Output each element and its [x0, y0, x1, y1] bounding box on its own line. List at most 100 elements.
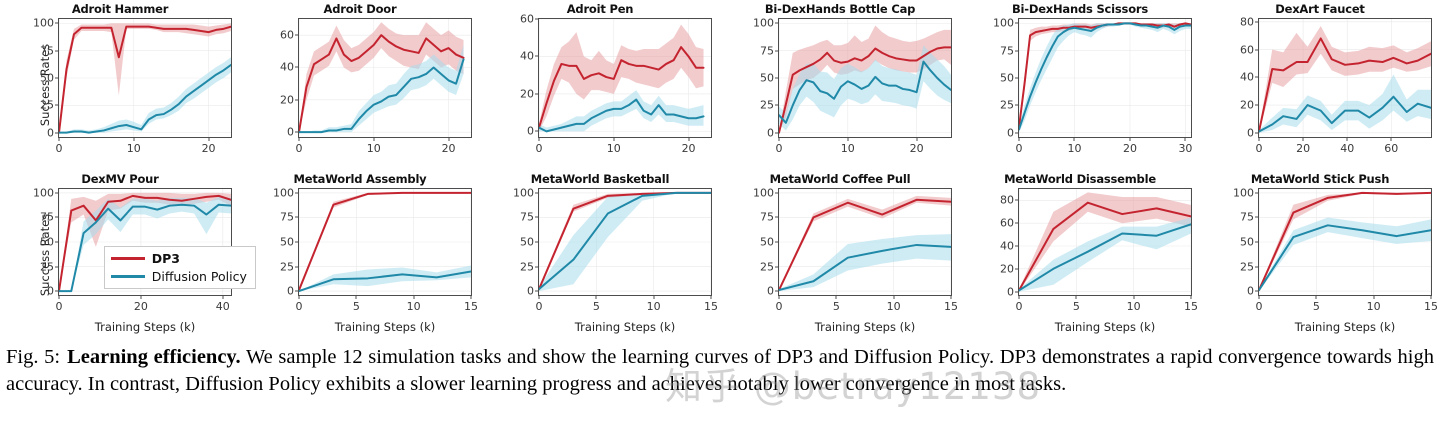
- series-line: [779, 62, 951, 123]
- x-tick-label: 5: [592, 300, 600, 313]
- confidence-band: [1019, 217, 1191, 292]
- plot-area: 0 20 40 60 0 10 20: [280, 18, 472, 155]
- x-tick-mark: [298, 295, 300, 299]
- plot-canvas: [299, 189, 471, 295]
- x-tick-mark: [1315, 295, 1317, 299]
- x-axis-label: Training Steps (k): [334, 320, 436, 334]
- confidence-band: [299, 22, 464, 133]
- y-tick-label: 40: [520, 49, 534, 63]
- plot-canvas: [299, 19, 471, 137]
- x-tick-label: 0: [55, 300, 63, 313]
- x-tick-mark: [1133, 295, 1135, 299]
- x-tick-mark: [413, 295, 415, 299]
- y-tick-mark: [1015, 291, 1019, 293]
- y-tick-mark: [1255, 21, 1259, 23]
- chart-legend: DP3 Diffusion Policy: [103, 245, 256, 289]
- x-tick-label: 0: [1015, 300, 1023, 313]
- y-tick-mark: [775, 192, 779, 194]
- x-tick-label: 0: [295, 300, 303, 313]
- caption-number: Fig. 5:: [6, 346, 61, 368]
- x-tick-label: 10: [126, 142, 141, 155]
- y-tick-label: 80: [1240, 15, 1254, 29]
- x-axis-label: Training Steps (k): [574, 320, 676, 334]
- x-tick-label: 10: [406, 300, 421, 313]
- y-tick-mark: [1255, 216, 1259, 218]
- confidence-band: [779, 234, 951, 292]
- x-tick-label: 15: [704, 300, 718, 313]
- y-tick-label: 25: [40, 98, 54, 112]
- y-tick-mark: [535, 130, 539, 132]
- y-tick-mark: [535, 93, 539, 95]
- legend-item[interactable]: Diffusion Policy: [110, 269, 247, 284]
- x-tick-mark: [1073, 137, 1075, 141]
- plot-area: 0 25 50 75 100 0 5 10 15: [753, 186, 958, 313]
- panel-title: DexArt Faucet: [1275, 2, 1365, 16]
- y-tick-label: 75: [1000, 44, 1014, 58]
- x-tick-mark: [847, 137, 849, 141]
- x-tick-label: 20: [133, 300, 148, 313]
- x-tick-mark: [1258, 295, 1260, 299]
- y-tick-mark: [295, 99, 299, 101]
- series-line: [1019, 224, 1191, 290]
- plot-canvas: [779, 189, 951, 295]
- series-line: [299, 59, 464, 132]
- y-tick-label: 25: [1000, 98, 1014, 112]
- y-tick-label: 50: [280, 235, 294, 249]
- series-line: [1259, 193, 1431, 290]
- y-tick-label: 50: [40, 71, 54, 85]
- x-tick-label: 15: [464, 300, 478, 313]
- plot-area: 0 25 50 75 100 0 10 20 30: [993, 17, 1192, 155]
- x-tick-label: 0: [535, 300, 543, 313]
- confidence-band: [779, 25, 951, 133]
- y-tick-mark: [775, 216, 779, 218]
- x-tick-mark: [1346, 137, 1348, 141]
- y-tick-label: 75: [1240, 210, 1254, 224]
- series-line: [299, 271, 471, 291]
- y-tick-mark: [1015, 199, 1019, 201]
- y-tick-mark: [55, 192, 59, 194]
- y-tick-label: 0: [287, 125, 294, 139]
- y-tick-label: 25: [760, 98, 774, 112]
- y-tick-mark: [535, 241, 539, 243]
- y-tick-label: 0: [47, 126, 54, 140]
- y-tick-label: 0: [527, 124, 534, 138]
- y-tick-label: 75: [280, 210, 294, 224]
- x-tick-mark: [58, 137, 60, 141]
- x-tick-mark: [1018, 137, 1020, 141]
- x-tick-label: 5: [832, 300, 840, 313]
- series-line: [1259, 225, 1431, 290]
- x-tick-mark: [538, 137, 540, 141]
- y-tick-mark: [1015, 245, 1019, 247]
- plot-canvas: [539, 189, 711, 295]
- confidence-band: [59, 23, 231, 133]
- x-tick-mark: [355, 295, 357, 299]
- y-tick-label: 0: [1007, 126, 1014, 140]
- x-axis-label: Training Steps (k): [814, 320, 916, 334]
- plot-canvas: [59, 189, 231, 295]
- y-tick-mark: [55, 132, 59, 134]
- y-tick-mark: [775, 22, 779, 24]
- y-tick-label: 60: [1240, 43, 1254, 57]
- x-tick-mark: [710, 295, 712, 299]
- x-tick-mark: [1302, 137, 1304, 141]
- panel-title: Adroit Hammer: [71, 2, 169, 16]
- panel-adroit-door: Adroit Door 0 20 40 60 0 10 20: [240, 0, 480, 170]
- x-tick-mark: [613, 137, 615, 141]
- x-tick-mark: [1075, 295, 1077, 299]
- y-tick-mark: [1255, 290, 1259, 292]
- y-tick-label: 100: [273, 186, 294, 200]
- series-line: [59, 27, 231, 133]
- y-tick-mark: [295, 266, 299, 268]
- y-tick-label: 0: [1247, 126, 1254, 140]
- x-tick-label: 40: [1340, 142, 1355, 155]
- x-tick-mark: [448, 137, 450, 141]
- y-tick-label: 100: [513, 186, 534, 200]
- plot-canvas: [59, 19, 231, 137]
- y-tick-mark: [1015, 222, 1019, 224]
- series-line: [299, 35, 464, 132]
- series-line: [59, 65, 231, 133]
- y-tick-label: 100: [33, 16, 54, 30]
- legend-item[interactable]: DP3: [110, 251, 247, 266]
- y-tick-mark: [535, 290, 539, 292]
